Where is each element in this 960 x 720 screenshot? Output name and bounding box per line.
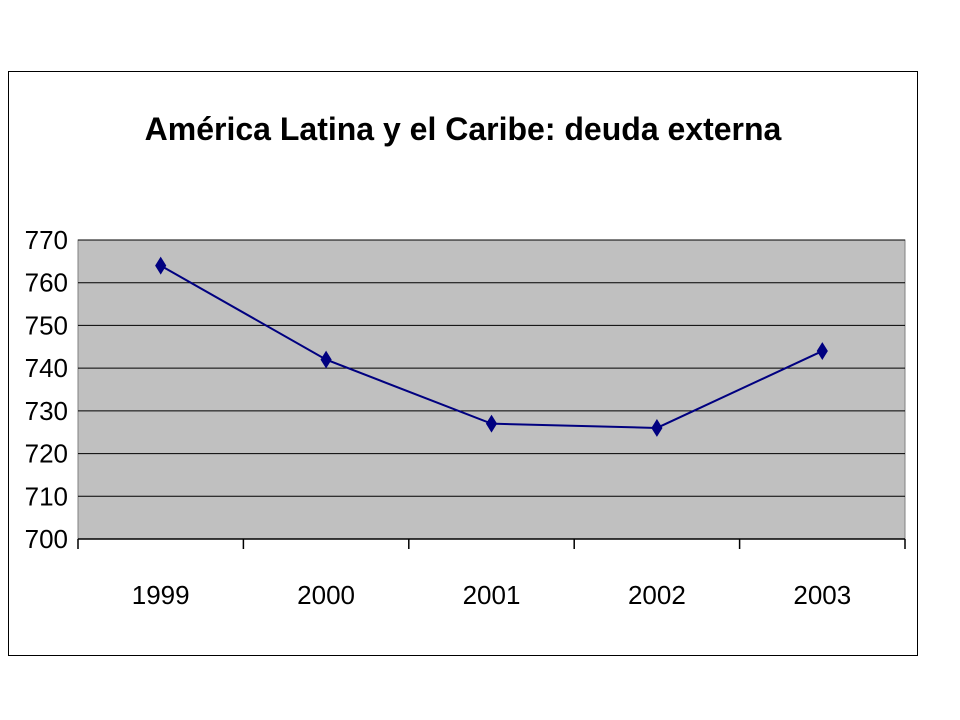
x-tick-label: 1999 xyxy=(132,580,190,610)
x-tick-label: 2001 xyxy=(463,580,521,610)
y-axis-ticks: 700 710 720 730 740 750 760 770 xyxy=(25,225,68,554)
data-point-marker xyxy=(651,418,663,437)
data-point-marker xyxy=(816,342,828,361)
data-point-marker xyxy=(320,350,332,369)
data-point-marker xyxy=(485,414,498,433)
x-tick-label: 2003 xyxy=(793,580,851,610)
y-tick-label: 700 xyxy=(25,524,68,554)
y-tick-label: 770 xyxy=(25,225,68,255)
plot-area xyxy=(77,239,906,540)
y-tick-label: 720 xyxy=(25,439,68,469)
y-tick-label: 710 xyxy=(25,481,68,511)
chart-title: América Latina y el Caribe: deuda extern… xyxy=(145,111,782,147)
y-tick-label: 750 xyxy=(25,310,68,340)
data-point-marker xyxy=(155,256,167,275)
gridlines xyxy=(78,239,905,497)
y-tick-label: 730 xyxy=(25,396,68,426)
y-tick-label: 760 xyxy=(25,268,68,298)
series-group xyxy=(155,256,828,437)
y-tick-label: 740 xyxy=(25,353,68,383)
x-axis: 1999 2000 2001 2002 2003 xyxy=(77,538,906,610)
x-tick-label: 2002 xyxy=(628,580,686,610)
x-tick-label: 2000 xyxy=(297,580,355,610)
